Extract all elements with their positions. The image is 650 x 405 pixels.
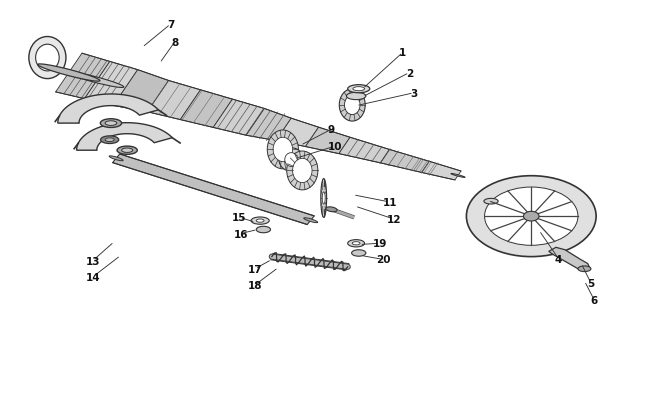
Text: 13: 13 bbox=[86, 256, 100, 266]
Polygon shape bbox=[339, 138, 389, 164]
Polygon shape bbox=[112, 155, 314, 225]
Ellipse shape bbox=[287, 151, 318, 190]
Ellipse shape bbox=[339, 90, 365, 122]
Ellipse shape bbox=[285, 153, 298, 167]
Circle shape bbox=[523, 212, 539, 222]
Text: 12: 12 bbox=[387, 215, 401, 224]
Ellipse shape bbox=[484, 199, 498, 205]
Ellipse shape bbox=[346, 93, 366, 100]
Ellipse shape bbox=[321, 179, 326, 218]
Ellipse shape bbox=[322, 192, 325, 205]
Text: 10: 10 bbox=[328, 142, 342, 152]
Polygon shape bbox=[276, 119, 318, 147]
Ellipse shape bbox=[66, 72, 124, 88]
Ellipse shape bbox=[326, 207, 337, 212]
Ellipse shape bbox=[292, 159, 312, 183]
Ellipse shape bbox=[105, 139, 114, 142]
Circle shape bbox=[467, 176, 596, 257]
Ellipse shape bbox=[578, 266, 591, 272]
Text: 8: 8 bbox=[171, 38, 178, 48]
Polygon shape bbox=[306, 128, 350, 154]
Text: 18: 18 bbox=[248, 280, 262, 290]
Polygon shape bbox=[180, 91, 233, 128]
Polygon shape bbox=[549, 248, 590, 271]
Text: 1: 1 bbox=[399, 48, 406, 58]
Text: 20: 20 bbox=[376, 255, 391, 265]
Text: 15: 15 bbox=[232, 213, 246, 223]
Ellipse shape bbox=[304, 218, 318, 223]
Text: 11: 11 bbox=[383, 198, 397, 207]
Text: 19: 19 bbox=[373, 239, 387, 249]
Polygon shape bbox=[113, 70, 168, 113]
Ellipse shape bbox=[101, 136, 119, 144]
Ellipse shape bbox=[100, 119, 122, 128]
Text: 6: 6 bbox=[591, 295, 598, 305]
Ellipse shape bbox=[344, 96, 360, 115]
Polygon shape bbox=[380, 150, 430, 173]
Text: 14: 14 bbox=[86, 272, 100, 282]
Text: 5: 5 bbox=[588, 278, 595, 288]
Ellipse shape bbox=[29, 37, 66, 79]
Ellipse shape bbox=[352, 242, 360, 245]
Ellipse shape bbox=[256, 220, 264, 223]
Ellipse shape bbox=[105, 122, 117, 126]
Polygon shape bbox=[84, 62, 138, 106]
Ellipse shape bbox=[256, 227, 270, 233]
Polygon shape bbox=[246, 109, 291, 141]
Polygon shape bbox=[422, 162, 461, 181]
Ellipse shape bbox=[122, 149, 133, 153]
Text: 3: 3 bbox=[410, 89, 417, 98]
Ellipse shape bbox=[348, 240, 365, 247]
Text: 7: 7 bbox=[167, 20, 174, 30]
Text: 9: 9 bbox=[328, 125, 335, 135]
Polygon shape bbox=[77, 124, 172, 151]
Ellipse shape bbox=[267, 131, 298, 169]
Ellipse shape bbox=[352, 250, 366, 257]
Ellipse shape bbox=[109, 156, 123, 161]
Polygon shape bbox=[58, 95, 159, 124]
Ellipse shape bbox=[353, 87, 365, 92]
Ellipse shape bbox=[279, 148, 304, 172]
Polygon shape bbox=[56, 54, 110, 99]
Ellipse shape bbox=[451, 174, 465, 178]
Ellipse shape bbox=[36, 45, 59, 72]
Polygon shape bbox=[213, 100, 265, 136]
Text: 2: 2 bbox=[406, 68, 413, 78]
Ellipse shape bbox=[273, 138, 292, 162]
Ellipse shape bbox=[117, 147, 137, 155]
Text: 17: 17 bbox=[248, 264, 262, 274]
Polygon shape bbox=[148, 81, 201, 120]
Text: 4: 4 bbox=[555, 254, 562, 264]
Ellipse shape bbox=[38, 65, 100, 82]
Circle shape bbox=[484, 188, 578, 246]
Text: 16: 16 bbox=[233, 229, 248, 239]
Ellipse shape bbox=[251, 217, 269, 225]
Ellipse shape bbox=[348, 85, 370, 94]
